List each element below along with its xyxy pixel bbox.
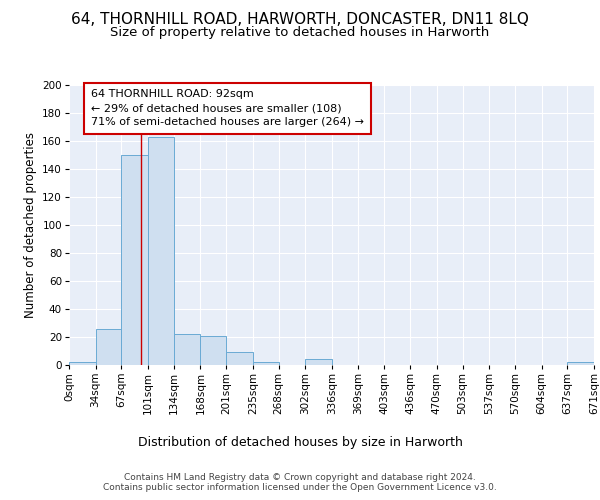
Bar	[226, 352, 253, 365]
Y-axis label: Number of detached properties: Number of detached properties	[24, 132, 37, 318]
Bar	[121, 155, 148, 365]
Bar	[174, 334, 200, 365]
Bar	[148, 137, 174, 365]
Bar	[69, 362, 95, 365]
Bar	[200, 336, 226, 365]
Bar	[568, 362, 594, 365]
Text: Size of property relative to detached houses in Harworth: Size of property relative to detached ho…	[110, 26, 490, 39]
Text: 64, THORNHILL ROAD, HARWORTH, DONCASTER, DN11 8LQ: 64, THORNHILL ROAD, HARWORTH, DONCASTER,…	[71, 12, 529, 28]
Text: Contains HM Land Registry data © Crown copyright and database right 2024.
Contai: Contains HM Land Registry data © Crown c…	[103, 473, 497, 492]
Text: Distribution of detached houses by size in Harworth: Distribution of detached houses by size …	[137, 436, 463, 449]
Bar	[253, 362, 278, 365]
Bar	[305, 360, 332, 365]
Bar	[95, 328, 121, 365]
Text: 64 THORNHILL ROAD: 92sqm
← 29% of detached houses are smaller (108)
71% of semi-: 64 THORNHILL ROAD: 92sqm ← 29% of detach…	[91, 89, 364, 127]
